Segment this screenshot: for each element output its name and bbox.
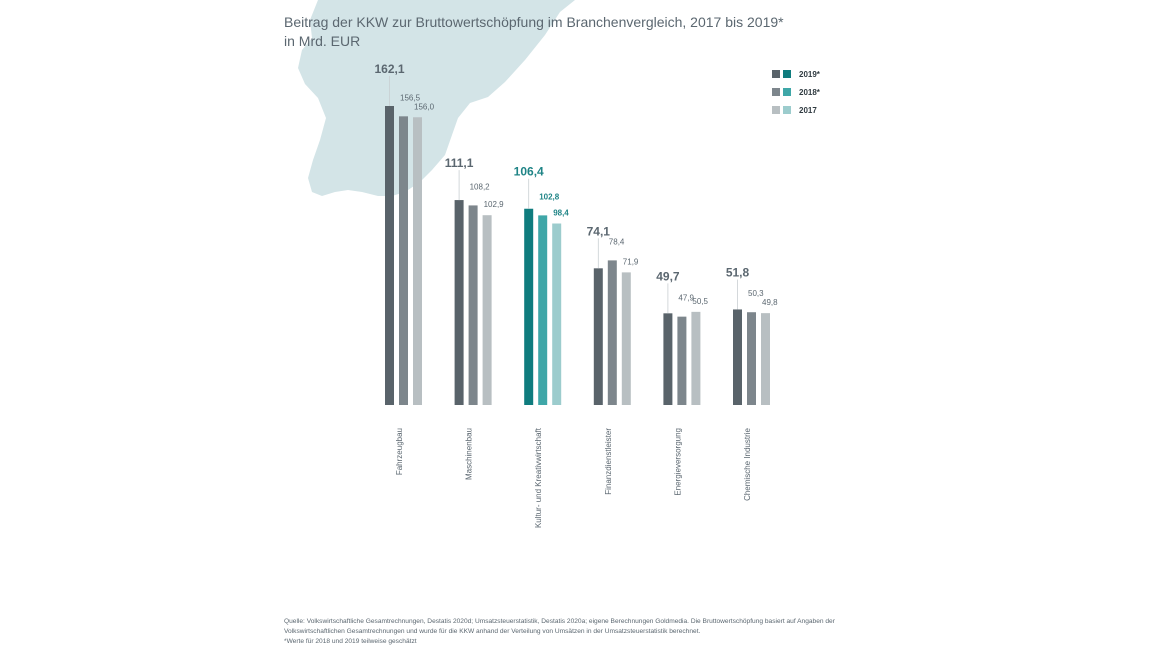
bar-energieversorgung-2017 (691, 311, 701, 405)
bar-chemische-industrie-2017 (761, 313, 770, 405)
legend-swatch-2019-teal (783, 70, 791, 78)
map-background-shape (298, 0, 575, 196)
bar-maschinenbau-2017 (482, 215, 492, 405)
bar-kultur-und-kreativwirtschaft-2019 (524, 208, 534, 405)
category-labels-layer: Fahrzeugbau Maschinenbau Kultur- und Kreat… (395, 427, 752, 528)
legend-swatch-2018-grey (772, 88, 780, 96)
chart-title: Beitrag der KKW zur Bruttowertschöpfung … (284, 14, 784, 30)
value-label-energieversorgung-2017: 50,5 (692, 297, 708, 306)
category-label-kultur-und-kreativwirtschaft: Kultur- und Kreativwirtschaft (534, 427, 543, 528)
legend-label-2018: 2018* (799, 88, 821, 97)
category-label-chemische-industrie: Chemische Industrie (743, 427, 752, 500)
value-label-chemische-industrie-2019: 51,8 (726, 265, 750, 279)
value-label-kultur-und-kreativwirtschaft-2018: 102,8 (539, 192, 560, 201)
value-label-energieversorgung-2018: 47,9 (678, 294, 694, 303)
value-label-maschinenbau-2017: 102,9 (484, 200, 505, 209)
value-label-finanzdienstleister-2019: 74,1 (587, 224, 611, 238)
value-label-fahrzeugbau-2017: 156,0 (414, 102, 435, 111)
legend-swatch-2019-grey (772, 70, 780, 78)
bar-energieversorgung-2019 (663, 313, 673, 405)
bar-energieversorgung-2018 (677, 316, 687, 405)
value-label-chemische-industrie-2017: 49,8 (762, 298, 778, 307)
value-label-finanzdienstleister-2017: 71,9 (623, 257, 639, 266)
bars-layer (385, 106, 770, 405)
bar-maschinenbau-2018 (468, 205, 478, 405)
bar-chemische-industrie-2018 (747, 312, 756, 405)
value-label-energieversorgung-2019: 49,7 (656, 269, 680, 283)
legend-swatch-2017-teal (783, 106, 791, 114)
bar-fahrzeugbau-2018 (399, 116, 408, 405)
bar-maschinenbau-2019 (454, 200, 464, 405)
legend-label-2019: 2019* (799, 70, 821, 79)
bar-finanzdienstleister-2017 (621, 272, 631, 405)
chart-subtitle: in Mrd. EUR (284, 33, 361, 49)
footnote: *Werte für 2018 und 2019 teilweise gesch… (284, 638, 417, 645)
value-label-fahrzeugbau-2019: 162,1 (374, 62, 404, 76)
legend-swatch-2017-grey (772, 106, 780, 114)
value-label-maschinenbau-2018: 108,2 (470, 182, 491, 191)
bar-finanzdienstleister-2018 (607, 260, 617, 405)
legend-swatch-2018-teal (783, 88, 791, 96)
category-label-maschinenbau: Maschinenbau (465, 428, 474, 480)
value-label-chemische-industrie-2018: 50,3 (748, 289, 764, 298)
value-label-kultur-und-kreativwirtschaft-2017: 98,4 (553, 208, 569, 217)
value-label-kultur-und-kreativwirtschaft-2019: 106,4 (514, 165, 544, 179)
bar-finanzdienstleister-2019 (593, 268, 603, 405)
value-label-maschinenbau-2019: 111,1 (445, 156, 474, 170)
value-label-fahrzeugbau-2018: 156,5 (400, 93, 421, 102)
legend-label-2017: 2017 (799, 106, 817, 115)
category-label-fahrzeugbau: Fahrzeugbau (395, 428, 404, 475)
legend: 2019* 2018* 2017 (772, 70, 821, 115)
bar-fahrzeugbau-2017 (413, 117, 422, 405)
bar-chemische-industrie-2019 (733, 309, 742, 405)
leader-lines-layer (389, 76, 738, 314)
bar-kultur-und-kreativwirtschaft-2018 (538, 215, 548, 405)
bar-kultur-und-kreativwirtschaft-2017 (552, 223, 562, 405)
source-note: Quelle: Volkswirtschaftliche Gesamtrechn… (284, 618, 835, 635)
category-label-finanzdienstleister: Finanzdienstleister (604, 428, 613, 495)
category-label-energieversorgung: Energieversorgung (673, 428, 682, 496)
bar-fahrzeugbau-2019 (385, 106, 394, 405)
value-label-finanzdienstleister-2018: 78,4 (609, 237, 625, 246)
